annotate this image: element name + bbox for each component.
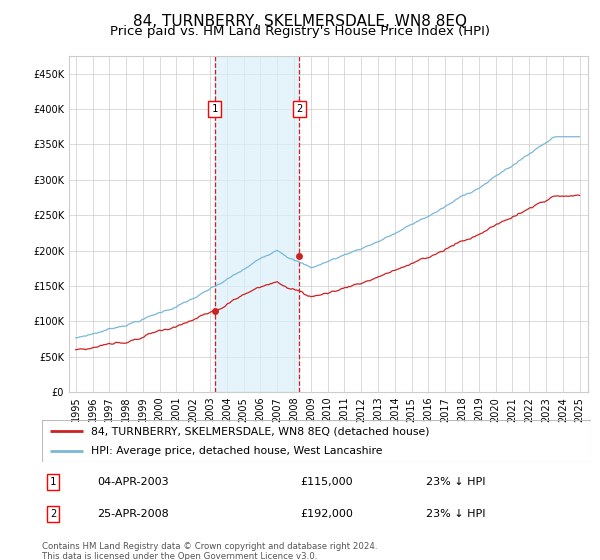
Text: £192,000: £192,000 [300, 509, 353, 519]
Text: 25-APR-2008: 25-APR-2008 [97, 509, 169, 519]
Text: 84, TURNBERRY, SKELMERSDALE, WN8 8EQ: 84, TURNBERRY, SKELMERSDALE, WN8 8EQ [133, 14, 467, 29]
Text: HPI: Average price, detached house, West Lancashire: HPI: Average price, detached house, West… [91, 446, 383, 456]
Text: 1: 1 [211, 104, 218, 114]
Text: 1: 1 [50, 477, 56, 487]
Text: 84, TURNBERRY, SKELMERSDALE, WN8 8EQ (detached house): 84, TURNBERRY, SKELMERSDALE, WN8 8EQ (de… [91, 426, 430, 436]
Text: 2: 2 [296, 104, 302, 114]
Text: Contains HM Land Registry data © Crown copyright and database right 2024.
This d: Contains HM Land Registry data © Crown c… [42, 542, 377, 560]
Text: £115,000: £115,000 [300, 477, 353, 487]
Text: Price paid vs. HM Land Registry's House Price Index (HPI): Price paid vs. HM Land Registry's House … [110, 25, 490, 38]
Text: 04-APR-2003: 04-APR-2003 [97, 477, 169, 487]
Text: 2: 2 [50, 509, 56, 519]
Text: 23% ↓ HPI: 23% ↓ HPI [427, 477, 486, 487]
Text: 23% ↓ HPI: 23% ↓ HPI [427, 509, 486, 519]
Bar [215, 56, 299, 392]
